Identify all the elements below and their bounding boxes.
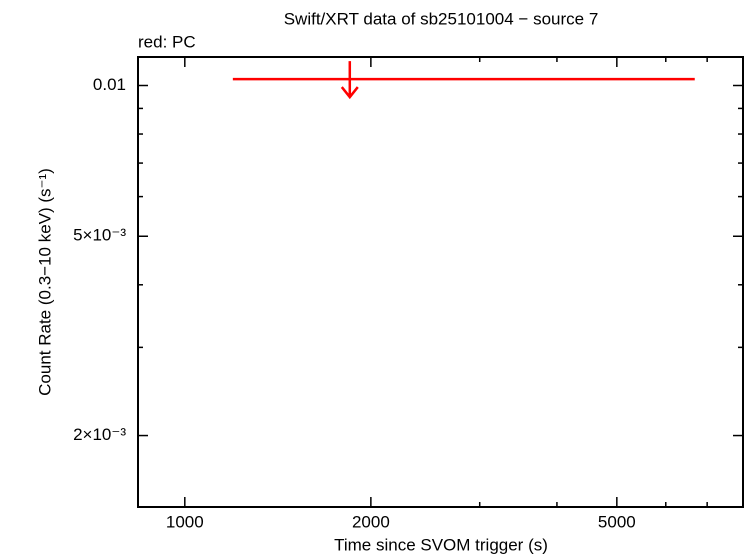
x-tick-label: 2000 (352, 512, 390, 531)
y-axis-label: Count Rate (0.3−10 keV) (s⁻¹) (35, 168, 54, 396)
y-tick-label: 2×10⁻³ (73, 425, 126, 444)
chart-title: Swift/XRT data of sb25101004 − source 7 (284, 9, 599, 28)
y-tick-label: 0.01 (93, 75, 126, 94)
upper-limit-arrow (340, 61, 359, 100)
x-axis-label: Time since SVOM trigger (s) (334, 535, 548, 554)
plot-frame (137, 56, 744, 508)
subtitle: red: PC (138, 32, 196, 51)
x-tick-label: 1000 (166, 512, 204, 531)
y-tick-label: 5×10⁻³ (73, 226, 126, 245)
x-tick-label: 5000 (598, 512, 636, 531)
